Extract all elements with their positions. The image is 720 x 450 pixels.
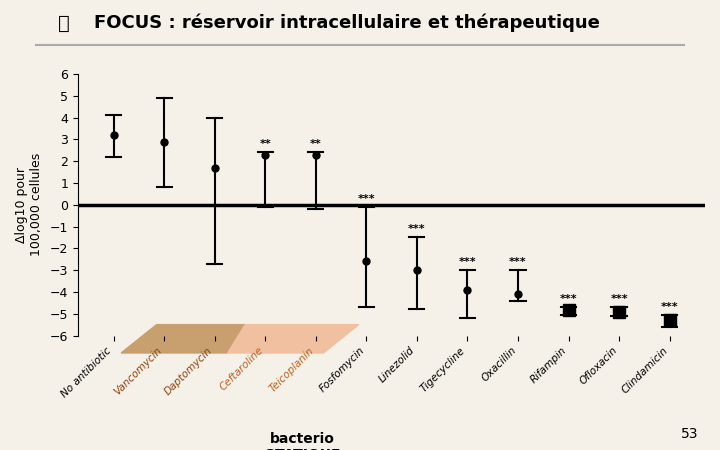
Text: ***: *** (611, 294, 628, 304)
Text: ***: *** (661, 302, 678, 311)
Polygon shape (228, 324, 359, 353)
Text: ***: *** (459, 257, 476, 267)
Text: 53: 53 (681, 427, 698, 441)
Text: ***: *** (408, 224, 426, 234)
Y-axis label: Δlog10 pour
100,000 cellules: Δlog10 pour 100,000 cellules (15, 153, 43, 256)
Text: ***: *** (509, 257, 527, 267)
Polygon shape (121, 324, 246, 353)
Text: FOCUS : réservoir intracellulaire et thérapeutique: FOCUS : réservoir intracellulaire et thé… (94, 14, 600, 32)
Text: 🔍: 🔍 (58, 14, 69, 32)
Text: ***: *** (559, 294, 577, 304)
Text: bacterio
STATIQUE: bacterio STATIQUE (265, 432, 340, 450)
Text: **: ** (310, 139, 322, 149)
Text: **: ** (259, 139, 271, 149)
Text: ***: *** (358, 194, 375, 204)
